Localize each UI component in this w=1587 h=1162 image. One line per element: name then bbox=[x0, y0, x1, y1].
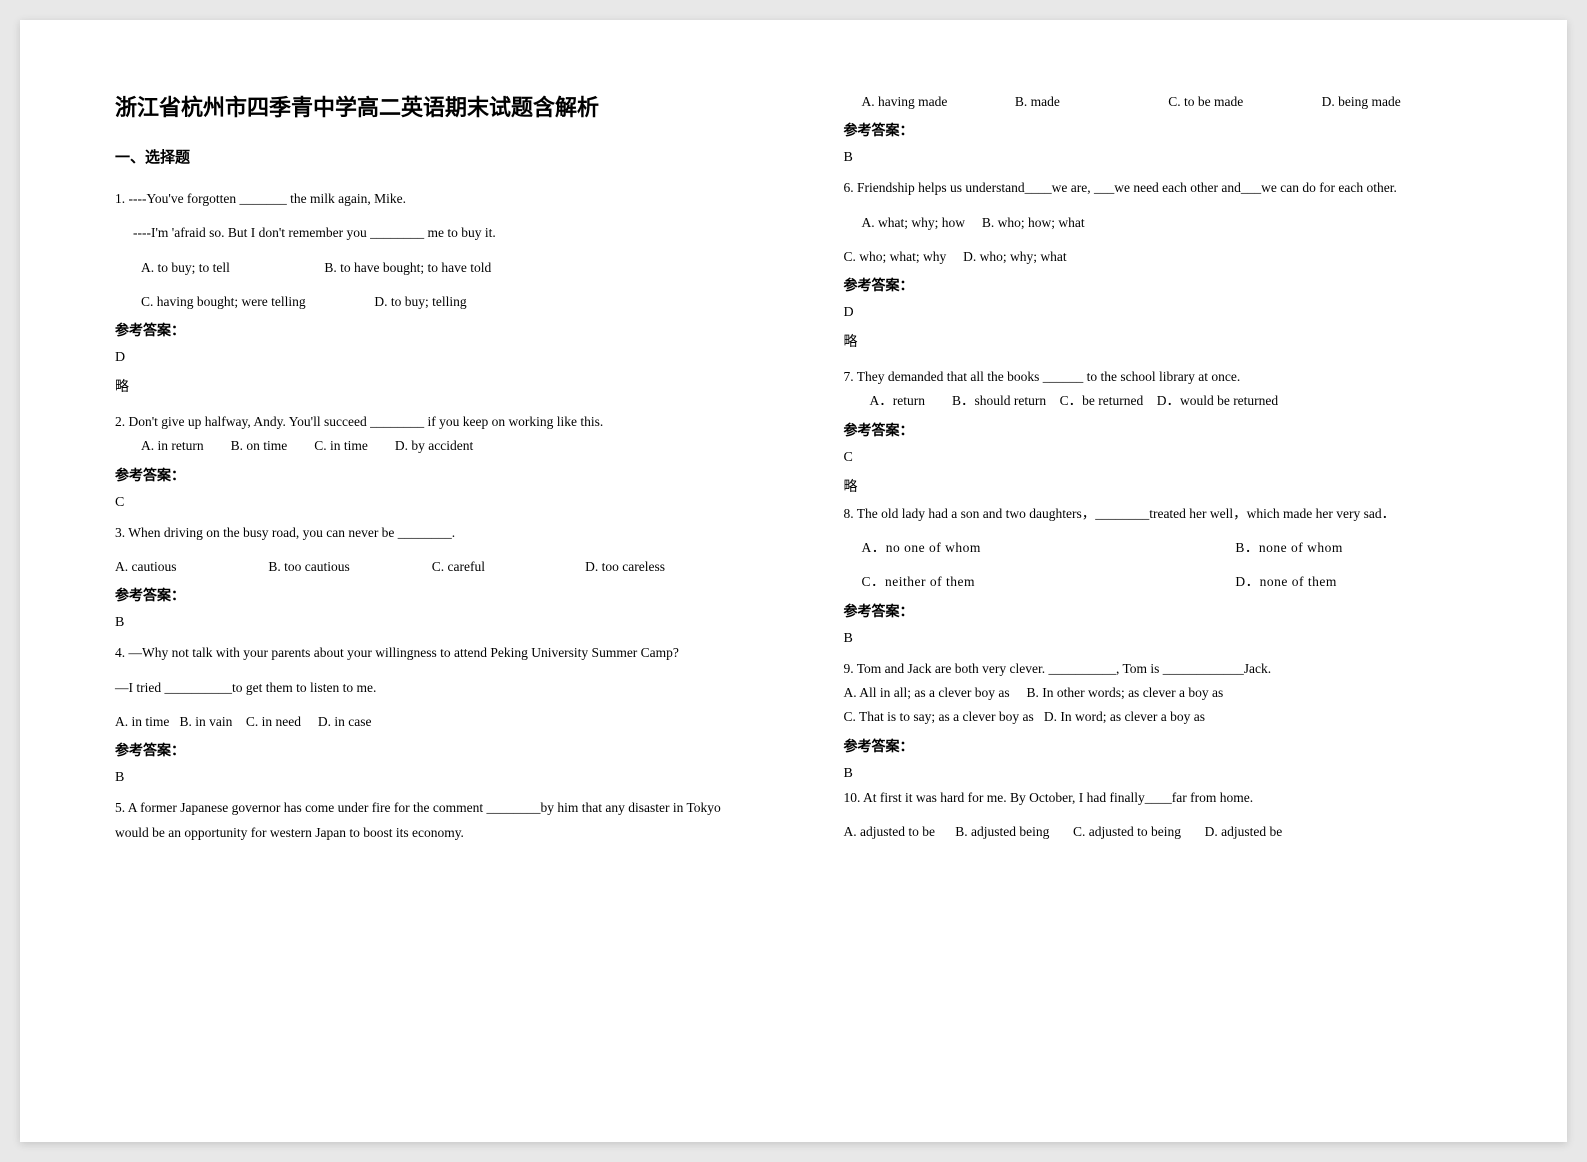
q8-opt-c: C．neither of them bbox=[862, 570, 1232, 594]
q1-opts-row1: A. to buy; to tell B. to have bought; to… bbox=[115, 256, 744, 280]
q7-answer: C bbox=[844, 450, 1473, 466]
q3-opt-a: A. cautious bbox=[115, 555, 265, 579]
q1-stem-2: ----I'm 'afraid so. But I don't remember… bbox=[115, 221, 744, 245]
q2-opts: A. in return B. on time C. in time D. by… bbox=[115, 434, 744, 458]
q6-opts-1: A. what; why; how B. who; how; what bbox=[844, 211, 1473, 235]
q7-opts: A．return B．should return C．be returned D… bbox=[844, 389, 1473, 413]
q6-answer: D bbox=[844, 305, 1473, 321]
q5-opt-a: A. having made bbox=[862, 90, 1012, 114]
q8-opt-d: D．none of them bbox=[1235, 574, 1336, 589]
q4-stem-2: —I tried __________to get them to listen… bbox=[115, 676, 744, 700]
question-5: 5. A former Japanese governor has come u… bbox=[115, 796, 744, 845]
answer-label: 参考答案： bbox=[844, 275, 1473, 295]
q1-stem-1: 1. ----You've forgotten _______ the milk… bbox=[115, 187, 744, 211]
q1-opt-c: C. having bought; were telling bbox=[141, 290, 371, 314]
q8-answer: B bbox=[844, 631, 1473, 647]
q4-answer: B bbox=[115, 770, 744, 786]
q7-stem: 7. They demanded that all the books ____… bbox=[844, 365, 1473, 389]
question-10: 10. At first it was hard for me. By Octo… bbox=[844, 786, 1473, 845]
q2-answer: C bbox=[115, 495, 744, 511]
q1-opt-b: B. to have bought; to have told bbox=[324, 260, 491, 275]
answer-label: 参考答案： bbox=[844, 601, 1473, 621]
q9-answer: B bbox=[844, 766, 1473, 782]
q3-stem: 3. When driving on the busy road, you ca… bbox=[115, 521, 744, 545]
q6-opts-2: C. who; what; why D. who; why; what bbox=[844, 245, 1473, 269]
q1-opt-d: D. to buy; telling bbox=[374, 294, 466, 309]
answer-label: 参考答案： bbox=[844, 420, 1473, 440]
question-9: 9. Tom and Jack are both very clever. __… bbox=[844, 657, 1473, 730]
answer-label: 参考答案： bbox=[115, 320, 744, 340]
answer-label: 参考答案： bbox=[844, 120, 1473, 140]
q8-opts-row2: C．neither of them D．none of them bbox=[844, 570, 1473, 594]
q10-stem: 10. At first it was hard for me. By Octo… bbox=[844, 786, 1473, 810]
document-title: 浙江省杭州市四季青中学高二英语期末试题含解析 bbox=[115, 90, 744, 122]
question-4: 4. —Why not talk with your parents about… bbox=[115, 641, 744, 734]
q5-answer: B bbox=[844, 150, 1473, 166]
q8-opt-a: A．no one of whom bbox=[862, 536, 1232, 560]
q4-opts: A. in time B. in vain C. in need D. in c… bbox=[115, 710, 744, 734]
q1-opt-a: A. to buy; to tell bbox=[141, 256, 321, 280]
q3-opt-c: C. careful bbox=[432, 555, 582, 579]
q5-stem: 5. A former Japanese governor has come u… bbox=[115, 796, 744, 845]
q3-opts: A. cautious B. too cautious C. careful D… bbox=[115, 555, 744, 579]
document-page: 浙江省杭州市四季青中学高二英语期末试题含解析 一、选择题 1. ----You'… bbox=[20, 20, 1567, 1142]
section-heading: 一、选择题 bbox=[115, 146, 744, 167]
q2-stem: 2. Don't give up halfway, Andy. You'll s… bbox=[115, 410, 744, 434]
q5-opt-c: C. to be made bbox=[1168, 90, 1318, 114]
question-8: 8. The old lady had a son and two daught… bbox=[844, 502, 1473, 595]
q7-note: 略 bbox=[844, 476, 1473, 496]
question-6: 6. Friendship helps us understand____we … bbox=[844, 176, 1473, 269]
q9-opts-2: C. That is to say; as a clever boy as D.… bbox=[844, 705, 1473, 729]
answer-label: 参考答案： bbox=[115, 585, 744, 605]
q9-stem: 9. Tom and Jack are both very clever. __… bbox=[844, 657, 1473, 681]
q8-opt-b: B．none of whom bbox=[1235, 540, 1343, 555]
q1-note: 略 bbox=[115, 376, 744, 396]
question-2: 2. Don't give up halfway, Andy. You'll s… bbox=[115, 410, 744, 459]
q8-opts-row1: A．no one of whom B．none of whom bbox=[844, 536, 1473, 560]
left-column: 浙江省杭州市四季青中学高二英语期末试题含解析 一、选择题 1. ----You'… bbox=[20, 20, 794, 1142]
q5-opt-b: B. made bbox=[1015, 90, 1165, 114]
q9-opts-1: A. All in all; as a clever boy as B. In … bbox=[844, 681, 1473, 705]
q4-stem-1: 4. —Why not talk with your parents about… bbox=[115, 641, 744, 665]
question-3: 3. When driving on the busy road, you ca… bbox=[115, 521, 744, 580]
q1-opts-row2: C. having bought; were telling D. to buy… bbox=[115, 290, 744, 314]
question-7: 7. They demanded that all the books ____… bbox=[844, 365, 1473, 414]
question-1: 1. ----You've forgotten _______ the milk… bbox=[115, 187, 744, 314]
q6-note: 略 bbox=[844, 331, 1473, 351]
q1-answer: D bbox=[115, 350, 744, 366]
q3-answer: B bbox=[115, 615, 744, 631]
q8-stem: 8. The old lady had a son and two daught… bbox=[844, 502, 1473, 526]
answer-label: 参考答案： bbox=[844, 736, 1473, 756]
q5-opts: A. having made B. made C. to be made D. … bbox=[844, 90, 1473, 114]
q6-stem: 6. Friendship helps us understand____we … bbox=[844, 176, 1473, 200]
answer-label: 参考答案： bbox=[115, 740, 744, 760]
q3-opt-b: B. too cautious bbox=[268, 555, 428, 579]
q5-opt-d: D. being made bbox=[1322, 94, 1401, 109]
q10-opts: A. adjusted to be B. adjusted being C. a… bbox=[844, 820, 1473, 844]
right-column: A. having made B. made C. to be made D. … bbox=[794, 20, 1568, 1142]
answer-label: 参考答案： bbox=[115, 465, 744, 485]
q3-opt-d: D. too careless bbox=[585, 559, 665, 574]
